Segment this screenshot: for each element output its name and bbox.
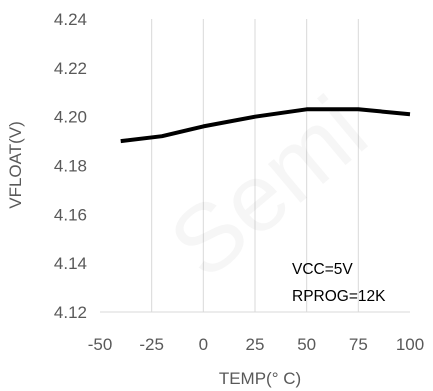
x-axis-title: TEMP(° C) bbox=[219, 369, 301, 388]
grid-lines bbox=[151, 19, 359, 312]
annotation-vcc: VCC=5V bbox=[292, 261, 353, 278]
series-line-0 bbox=[120, 107, 411, 144]
annotation-rprog: RPROG=12K bbox=[292, 288, 386, 305]
x-tick-label-2: 0 bbox=[199, 335, 208, 354]
x-tick-label-0: -50 bbox=[88, 335, 113, 354]
y-tick-label-3: 4.18 bbox=[54, 157, 87, 176]
y-tick-label-1: 4.14 bbox=[54, 254, 87, 273]
y-tick-label-4: 4.20 bbox=[54, 108, 87, 127]
series-layer bbox=[120, 107, 411, 144]
x-tick-label-4: 50 bbox=[297, 335, 316, 354]
x-tick-labels: -50 -25 0 25 50 75 100 bbox=[88, 335, 424, 354]
y-tick-label-2: 4.16 bbox=[54, 205, 87, 224]
x-tick-label-6: 100 bbox=[396, 335, 424, 354]
y-tick-label-6: 4.24 bbox=[54, 10, 87, 29]
y-tick-label-0: 4.12 bbox=[54, 303, 87, 322]
x-tick-label-5: 75 bbox=[349, 335, 368, 354]
x-tick-label-1: -25 bbox=[139, 335, 164, 354]
x-tick-label-3: 25 bbox=[246, 335, 265, 354]
y-tick-label-5: 4.22 bbox=[54, 59, 87, 78]
y-axis-title: VFLOAT(V) bbox=[6, 121, 25, 209]
y-tick-labels: 4.12 4.14 4.16 4.18 4.20 4.22 4.24 bbox=[54, 10, 87, 322]
